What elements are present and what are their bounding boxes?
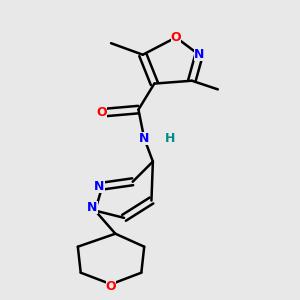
Text: N: N <box>139 132 149 145</box>
Text: N: N <box>87 201 98 214</box>
Text: N: N <box>94 180 105 193</box>
Text: H: H <box>165 132 175 145</box>
Text: O: O <box>171 31 181 44</box>
Text: O: O <box>97 106 107 119</box>
Text: N: N <box>194 48 204 61</box>
Text: O: O <box>106 280 116 293</box>
